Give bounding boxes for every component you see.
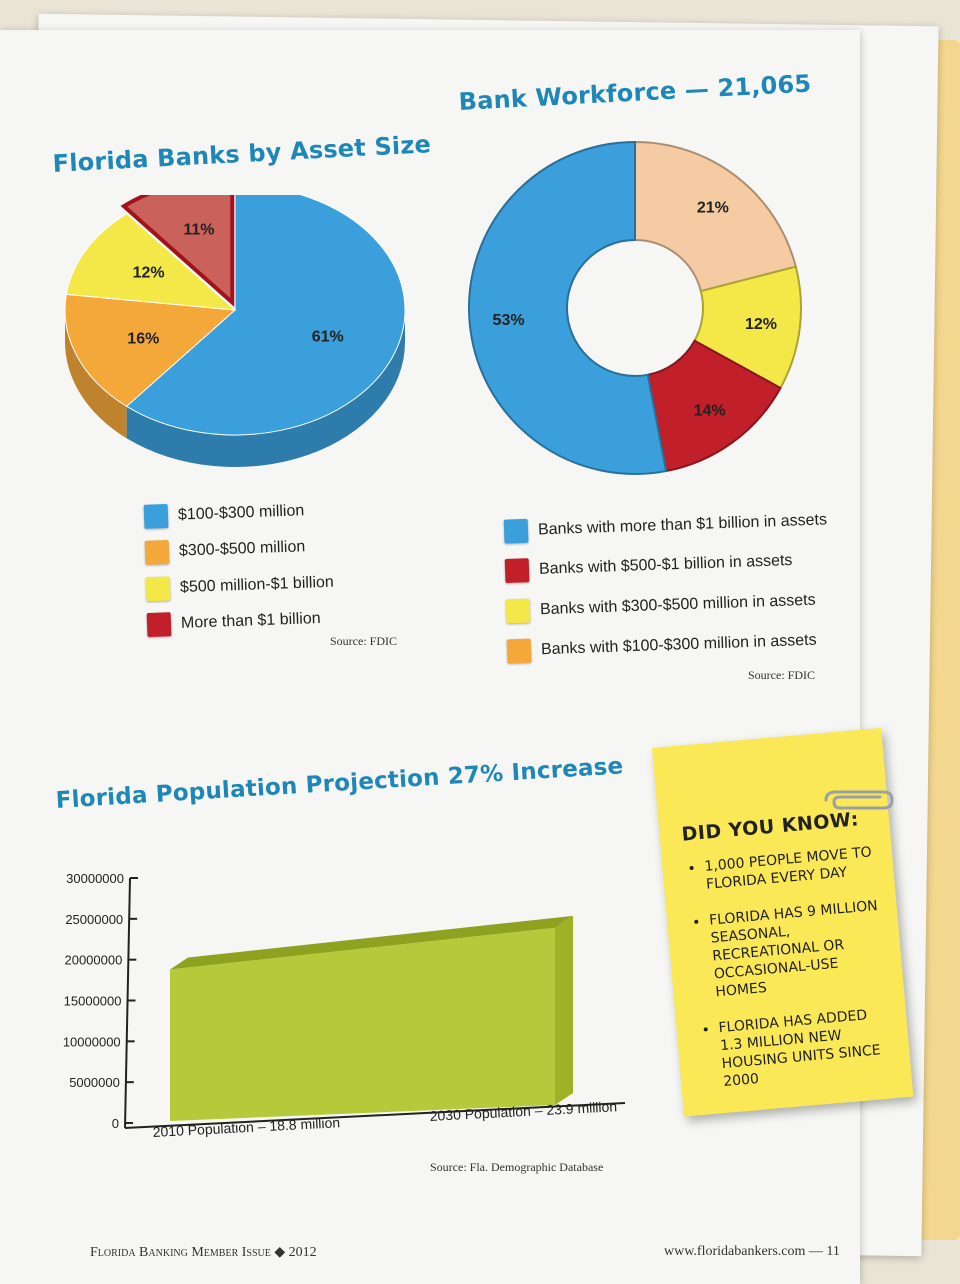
note-item: FLORIDA HAS 9 MILLION SEASONAL, RECREATI…	[708, 897, 887, 1002]
footer-left: Florida Banking Member Issue ◆ 2012	[90, 1245, 317, 1260]
y-tick-label: 25000000	[65, 912, 123, 927]
pie-slice	[120, 195, 235, 307]
area-front-face	[170, 927, 555, 1121]
donut-data-label: 21%	[697, 200, 729, 217]
y-tick-label: 0	[112, 1116, 119, 1131]
legend-swatch	[503, 518, 529, 544]
legend-swatch	[145, 576, 171, 602]
donut-slice	[468, 140, 668, 475]
pie-data-label: 16%	[127, 331, 159, 348]
legend-swatch	[505, 598, 531, 624]
legend-swatch	[506, 638, 532, 664]
y-tick-label: 10000000	[63, 1034, 121, 1049]
legend-swatch	[144, 539, 170, 565]
note-item: FLORIDA HAS ADDED 1.3 MILLION NEW HOUSIN…	[718, 1004, 896, 1091]
area-side-face	[555, 915, 573, 1105]
note-item: 1,000 PEOPLE MOVE TO FLORIDA EVERY DAY	[704, 843, 878, 894]
y-axis	[124, 877, 131, 1129]
donut-data-label: 53%	[493, 312, 525, 329]
legend-swatch	[146, 612, 172, 638]
legend-label: $300-$500 million	[178, 538, 306, 560]
donut-data-label: 12%	[745, 316, 777, 333]
y-tick-label: 30000000	[66, 871, 124, 886]
donut-slice	[634, 140, 798, 293]
legend-label: $100-$300 million	[177, 502, 305, 524]
pie-slice	[64, 293, 237, 407]
legend-label: $500 million-$1 billion	[179, 573, 335, 597]
y-tick-label: 15000000	[64, 994, 122, 1009]
x-axis	[124, 1102, 626, 1129]
legend-swatch	[143, 503, 169, 529]
pie-data-label: 12%	[133, 265, 165, 282]
asset-pie-chart: 61% 16% 12% 11%	[64, 195, 406, 468]
note-list: 1,000 PEOPLE MOVE TO FLORIDA EVERY DAY F…	[684, 843, 896, 1093]
asset-chart-source: Source: FDIC	[330, 634, 397, 648]
donut-slice	[646, 339, 782, 473]
legend-swatch	[504, 558, 530, 584]
pie-slice	[125, 195, 406, 436]
paper-clip-icon	[824, 790, 894, 810]
y-tick-label: 20000000	[64, 953, 122, 968]
footer-right: www.floridabankers.com — 11	[664, 1244, 840, 1259]
pie-slice-side	[126, 310, 405, 468]
donut-data-label: 14%	[694, 403, 726, 420]
pie-data-label: 11%	[183, 222, 214, 239]
area-top-face	[170, 915, 573, 970]
y-tick-label: 5000000	[69, 1075, 120, 1090]
pie-slice-side	[65, 310, 127, 439]
pie-data-label: 61%	[312, 328, 344, 345]
workforce-donut-chart: 21% 12% 14% 53%	[468, 140, 802, 475]
population-chart-source: Source: Fla. Demographic Database	[430, 1160, 604, 1174]
pie-slice	[65, 213, 237, 311]
legend-label: More than $1 billion	[180, 609, 321, 632]
population-area-chart: 0 5000000 10000000 15000000 20000000 25000000…	[63, 871, 626, 1140]
workforce-chart-source: Source: FDIC	[748, 668, 815, 682]
